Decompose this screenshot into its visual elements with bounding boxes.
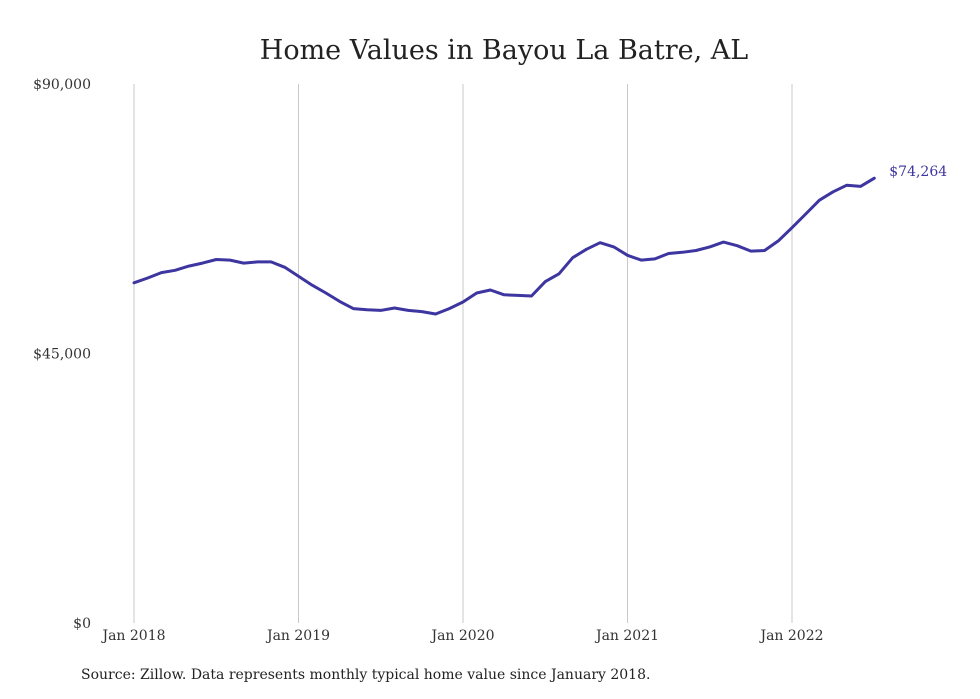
- series-line-0: [132, 176, 876, 316]
- x-tick-label: Jan 2022: [758, 628, 823, 644]
- y-tick-label: $90,000: [33, 77, 91, 93]
- x-tick-label: Jan 2020: [429, 628, 494, 644]
- end-value-label: $74,264: [889, 164, 947, 180]
- x-tick-label: Jan 2018: [100, 628, 165, 644]
- gridlines: [133, 84, 793, 623]
- y-axis-ticks: $90,000 $45,000 $0: [33, 77, 91, 632]
- x-tick-label: Jan 2019: [265, 628, 330, 644]
- x-axis-ticks: Jan 2018 Jan 2019 Jan 2020 Jan 2021 Jan 2022: [100, 628, 823, 644]
- chart-title: Home Values in Bayou La Batre, AL: [260, 35, 748, 66]
- source-note: Source: Zillow. Data represents monthly …: [81, 667, 651, 683]
- x-tick-label: Jan 2021: [594, 628, 659, 644]
- y-tick-label: $0: [73, 616, 91, 632]
- y-tick-label: $45,000: [33, 347, 91, 363]
- series-layer: $74,264: [132, 164, 947, 316]
